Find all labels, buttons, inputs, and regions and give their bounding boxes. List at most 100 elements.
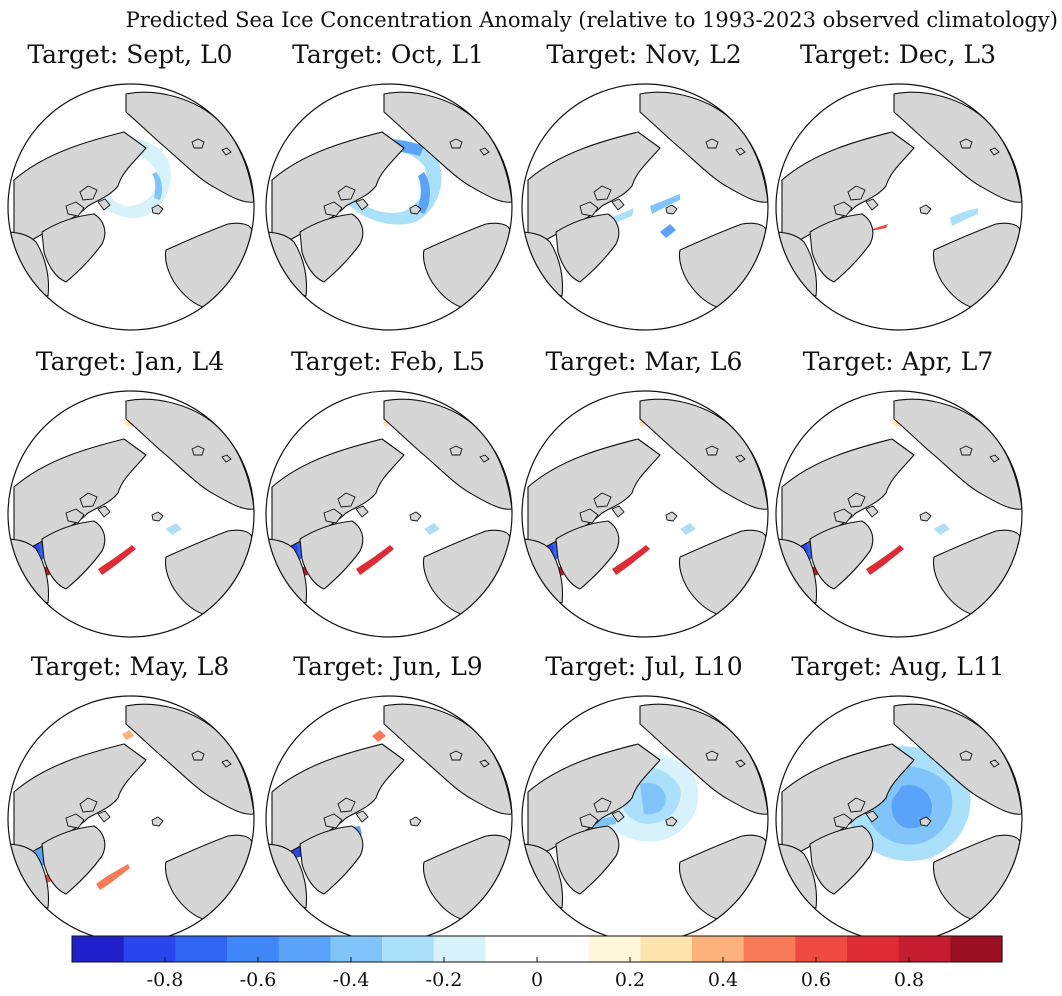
- map-panel-apr: Target: Apr, L7: [772, 345, 1024, 645]
- panel-title: Target: Jun, L9: [293, 652, 483, 681]
- polar-map: [521, 83, 769, 331]
- island: [989, 147, 1000, 156]
- anomaly-patch: [356, 545, 394, 575]
- map-boundary: [775, 390, 1023, 638]
- anomaly-patch: [891, 784, 932, 829]
- panel-title: Target: May, L8: [30, 652, 230, 681]
- island: [833, 813, 853, 829]
- island: [579, 813, 599, 829]
- anomaly-patch: [660, 224, 676, 238]
- map-boundary: [265, 390, 513, 638]
- colorbar-tick-label: 0.2: [615, 969, 645, 991]
- island: [611, 810, 625, 823]
- island: [151, 511, 164, 522]
- island: [989, 759, 1000, 768]
- colorbar-tick-label: 0.4: [708, 969, 738, 991]
- map-panel-dec: Target: Dec, L3: [772, 38, 1024, 338]
- land-mass: [383, 703, 512, 815]
- land-mass: [893, 91, 1022, 203]
- island: [355, 810, 369, 823]
- colorbar-tick-label: -0.6: [240, 969, 277, 991]
- anomaly-patch: [866, 545, 904, 575]
- colorbar-segment: [950, 936, 1003, 962]
- panel-title: Target: Jan, L4: [35, 347, 225, 376]
- anomaly-patch: [424, 523, 440, 535]
- map-panel-mar: Target: Mar, L6: [518, 345, 770, 645]
- panel-title: Target: Dec, L3: [799, 40, 997, 69]
- panel-title: Target: Feb, L5: [291, 347, 485, 376]
- island: [959, 445, 973, 456]
- panel-title: Target: Oct, L1: [292, 40, 484, 69]
- panel-title: Target: Jul, L10: [545, 652, 743, 681]
- island: [97, 198, 111, 211]
- island: [409, 204, 422, 215]
- colorbar-segment: [847, 936, 900, 962]
- island: [665, 204, 678, 215]
- polar-map: [775, 695, 1023, 943]
- anomaly-patch: [416, 172, 430, 214]
- figure-title: Predicted Sea Ice Concentration Anomaly …: [125, 8, 1058, 32]
- colorbar-segment: [227, 936, 280, 962]
- island: [449, 138, 463, 149]
- island: [611, 198, 625, 211]
- anomaly-patch: [98, 545, 136, 575]
- island: [847, 797, 866, 813]
- land-mass: [299, 213, 364, 283]
- island: [479, 454, 490, 463]
- island: [847, 492, 866, 508]
- polar-map: [265, 390, 513, 638]
- polar-map: [7, 695, 255, 943]
- colorbar-segment: [330, 936, 383, 962]
- island: [191, 750, 205, 761]
- map-panel-aug: Target: Aug, L11: [772, 650, 1024, 950]
- map-panel-oct: Target: Oct, L1: [262, 38, 514, 338]
- island: [735, 454, 746, 463]
- map-boundary: [265, 83, 513, 331]
- island: [705, 138, 719, 149]
- island: [579, 508, 599, 524]
- colorbar-segment: [72, 936, 125, 962]
- island: [593, 492, 612, 508]
- island: [355, 505, 369, 518]
- land-mass: [383, 91, 512, 203]
- island: [65, 508, 85, 524]
- land-mass: [639, 398, 768, 510]
- polar-map: [7, 83, 255, 331]
- map-boundary: [7, 390, 255, 638]
- polar-map: [7, 390, 255, 638]
- colorbar-segment: [537, 936, 590, 962]
- island: [919, 511, 932, 522]
- anomaly-patch: [372, 730, 386, 742]
- land-mass: [125, 398, 254, 510]
- island: [665, 511, 678, 522]
- colorbar-tick-label: 0.8: [894, 969, 924, 991]
- island: [865, 810, 879, 823]
- anomaly-patch: [650, 194, 680, 214]
- island: [611, 505, 625, 518]
- island: [221, 147, 232, 156]
- colorbar-tick-label: 0.6: [801, 969, 831, 991]
- island: [323, 201, 343, 217]
- island: [865, 505, 879, 518]
- polar-map: [265, 83, 513, 331]
- anomaly-patch: [950, 208, 978, 226]
- land-mass: [299, 520, 364, 590]
- island: [79, 185, 98, 201]
- land-mass: [809, 213, 874, 283]
- map-boundary: [521, 390, 769, 638]
- land-mass: [383, 398, 512, 510]
- island: [449, 445, 463, 456]
- polar-map: [265, 695, 513, 943]
- colorbar-segment: [382, 936, 435, 962]
- colorbar-tick-label: -0.8: [147, 969, 184, 991]
- colorbar-segment: [123, 936, 176, 962]
- island: [191, 138, 205, 149]
- island: [735, 147, 746, 156]
- island: [865, 198, 879, 211]
- island: [593, 797, 612, 813]
- anomaly-patch: [680, 523, 696, 535]
- map-boundary: [521, 83, 769, 331]
- colorbar-segment: [485, 936, 538, 962]
- map-panel-nov: Target: Nov, L2: [518, 38, 770, 338]
- island: [337, 797, 356, 813]
